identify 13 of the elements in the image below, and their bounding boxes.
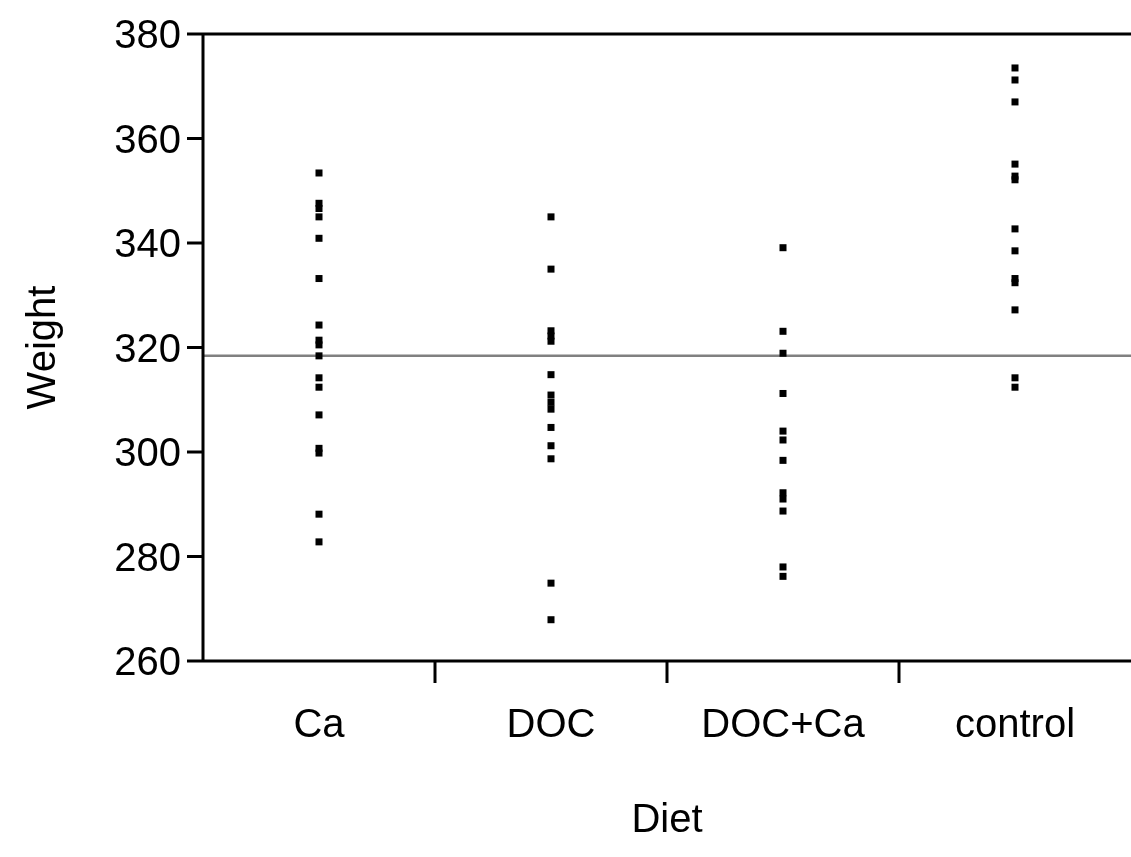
x-axis-title: Diet	[631, 796, 703, 840]
y-tick-label: 360	[114, 116, 181, 161]
y-axis-title: Weight	[19, 285, 63, 410]
x-tick-label: DOC+Ca	[701, 701, 866, 745]
x-tick-label: DOC	[506, 701, 596, 745]
y-tick-label: 260	[114, 639, 181, 684]
y-tick-label: 280	[114, 534, 181, 579]
y-tick-label: 380	[114, 12, 181, 57]
x-tick-label: Ca	[293, 701, 346, 745]
y-tick-label: 340	[114, 221, 181, 266]
y-tick-label: 320	[114, 325, 181, 370]
y-tick-label: 300	[114, 430, 181, 475]
x-tick-label: control	[954, 701, 1076, 745]
